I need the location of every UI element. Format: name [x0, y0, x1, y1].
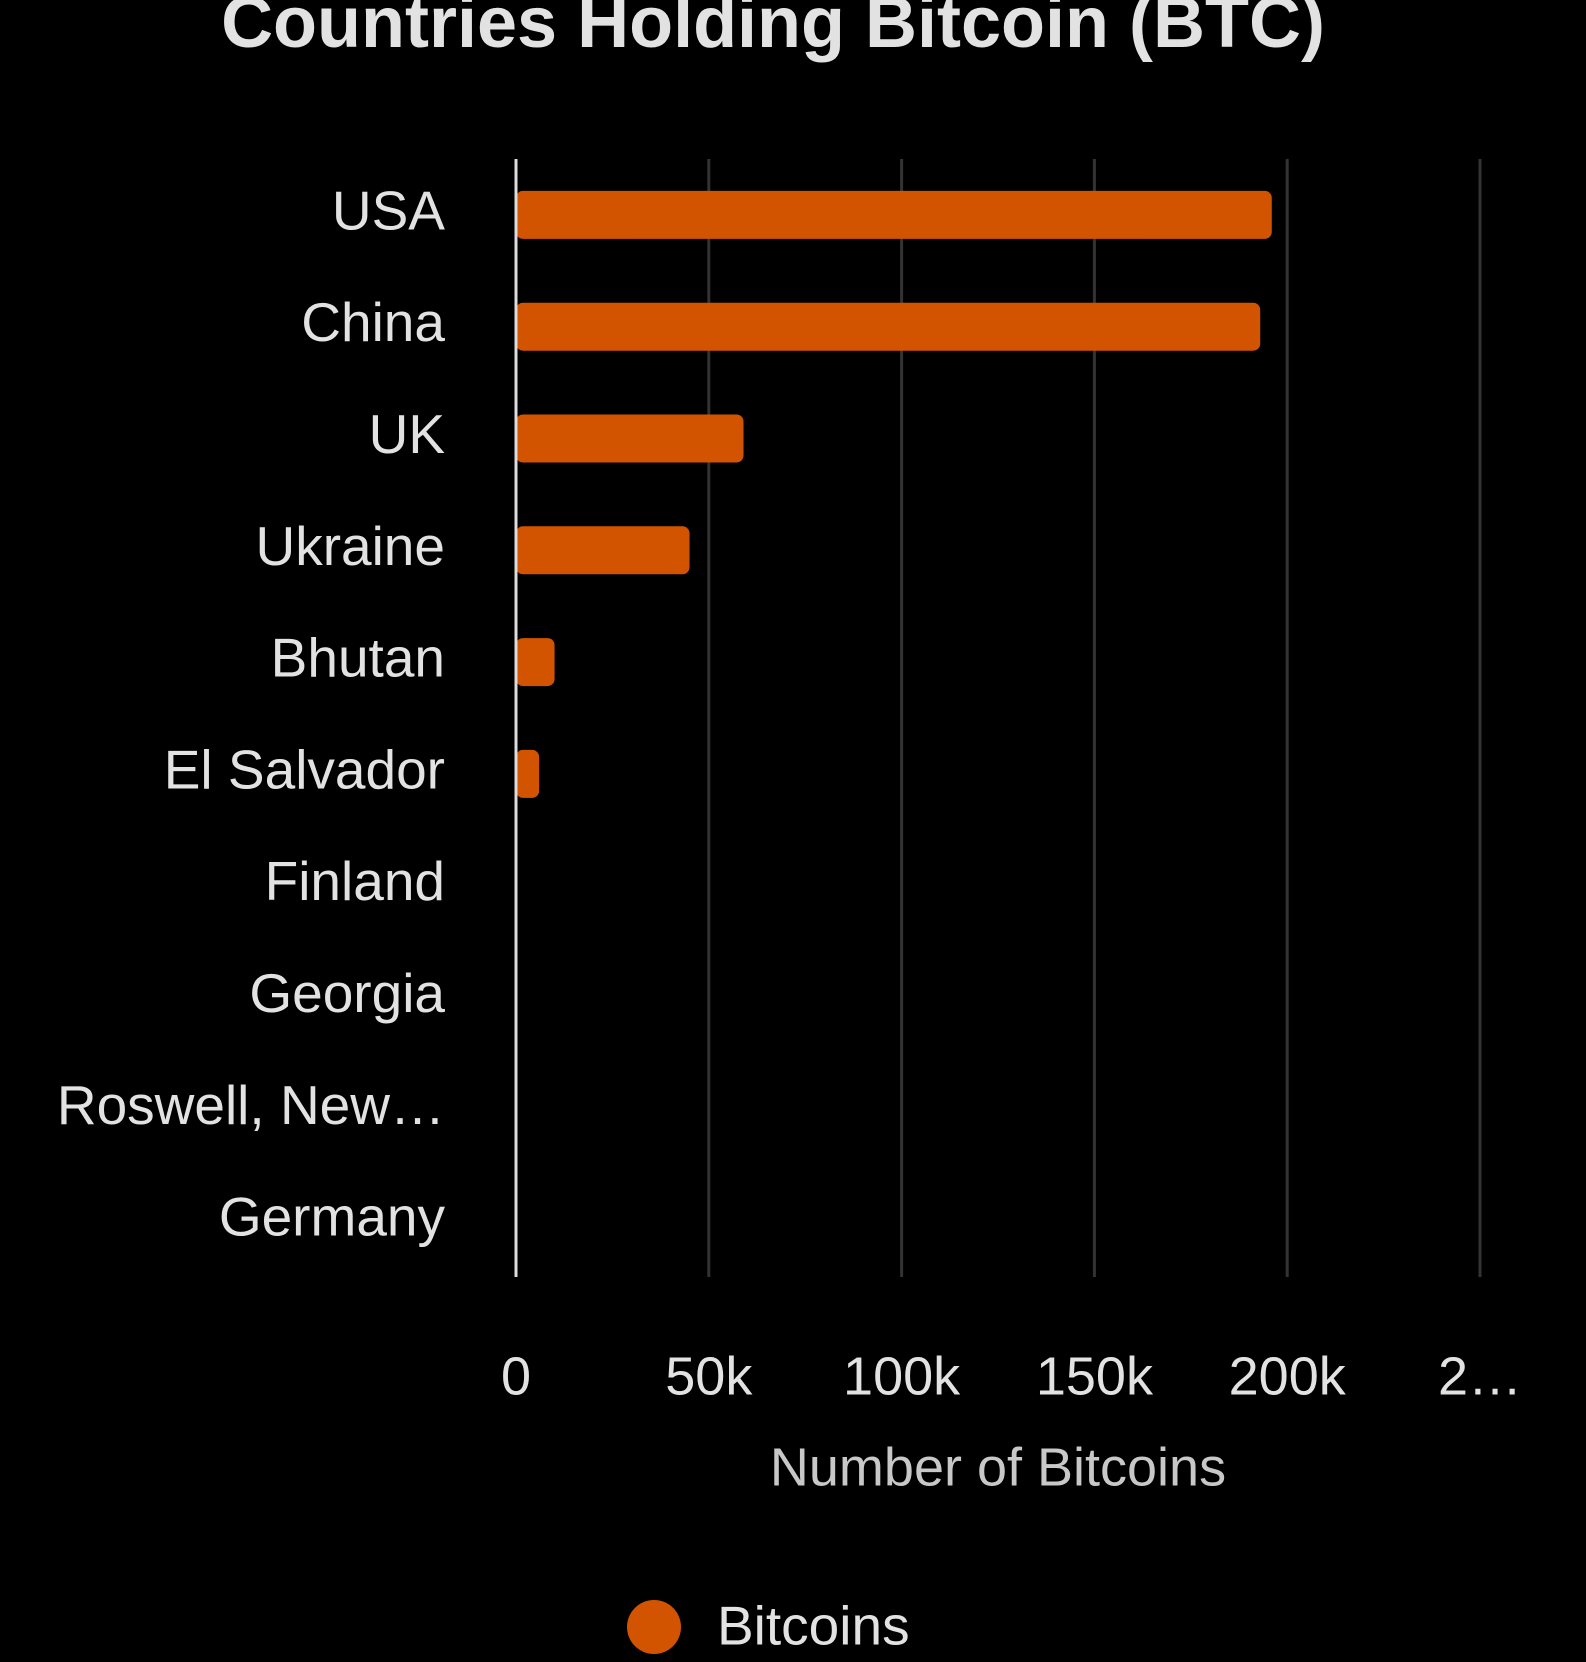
bar [516, 190, 1272, 239]
y-tick-label: Ukraine [255, 515, 445, 577]
y-tick-label: Georgia [249, 962, 445, 1024]
x-tick-label: 0 [501, 1346, 531, 1406]
y-tick-label: China [301, 291, 445, 353]
bar [516, 526, 690, 575]
y-tick-label: El Salvador [164, 738, 445, 800]
y-tick-label: Bhutan [271, 627, 445, 689]
y-tick-label: UK [369, 403, 446, 465]
bar [516, 638, 555, 687]
bar [516, 302, 1261, 351]
y-tick-label: Finland [265, 850, 445, 912]
y-tick-label: Roswell, New… [57, 1074, 445, 1136]
x-tick-label: 100k [843, 1346, 961, 1406]
x-axis-title: Number of Bitcoins [770, 1437, 1226, 1497]
y-tick-label: USA [332, 179, 445, 241]
x-tick-label: 50k [665, 1346, 753, 1406]
x-tick-label: 200k [1229, 1346, 1347, 1406]
bar [516, 414, 744, 463]
x-tick-label: 150k [1036, 1346, 1154, 1406]
y-tick-label: Germany [219, 1186, 446, 1248]
chart-title: Countries Holding Bitcoin (BTC) [221, 0, 1325, 63]
legend-label: Bitcoins [717, 1595, 910, 1657]
bar [516, 749, 540, 798]
x-tick-label: 2… [1438, 1346, 1522, 1406]
legend-marker [627, 1600, 681, 1654]
